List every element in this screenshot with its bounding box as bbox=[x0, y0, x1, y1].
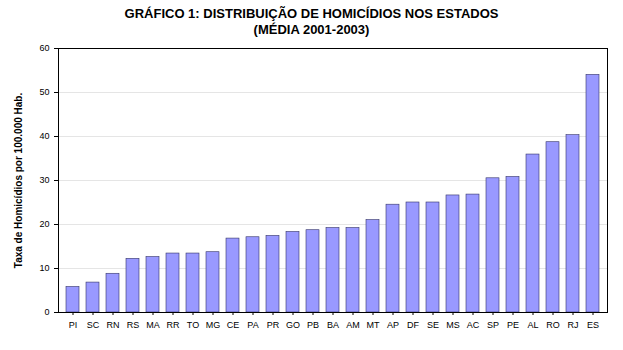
svg-text:RR: RR bbox=[167, 320, 180, 330]
svg-text:MG: MG bbox=[206, 320, 221, 330]
svg-text:RJ: RJ bbox=[568, 320, 579, 330]
svg-text:30: 30 bbox=[39, 175, 49, 185]
svg-text:CE: CE bbox=[227, 320, 240, 330]
svg-text:RN: RN bbox=[107, 320, 120, 330]
svg-text:SP: SP bbox=[487, 320, 499, 330]
svg-text:MT: MT bbox=[367, 320, 380, 330]
html-text:GRÁFICO 1: DISTRIBUIÇÃO DE HOM: GRÁFICO 1: DISTRIBUIÇÃO DE HOMICÍDIOS NO… bbox=[124, 6, 499, 21]
svg-text:ES: ES bbox=[587, 320, 599, 330]
svg-text:PA: PA bbox=[247, 320, 258, 330]
html-text:(MÉDIA 2001-2003): (MÉDIA 2001-2003) bbox=[253, 22, 370, 37]
svg-text:20: 20 bbox=[39, 219, 49, 229]
svg-text:AM: AM bbox=[346, 320, 360, 330]
svg-text:GO: GO bbox=[286, 320, 300, 330]
svg-text:TO: TO bbox=[187, 320, 199, 330]
svg-text:PR: PR bbox=[267, 320, 280, 330]
svg-text:PE: PE bbox=[507, 320, 519, 330]
svg-text:RS: RS bbox=[127, 320, 140, 330]
svg-text:BA: BA bbox=[327, 320, 339, 330]
svg-text:AP: AP bbox=[387, 320, 399, 330]
svg-text:SE: SE bbox=[427, 320, 439, 330]
svg-text:40: 40 bbox=[39, 131, 49, 141]
svg-text:DF: DF bbox=[407, 320, 419, 330]
svg-text:0: 0 bbox=[44, 307, 49, 317]
svg-text:MS: MS bbox=[446, 320, 460, 330]
svg-text:PB: PB bbox=[307, 320, 319, 330]
svg-text:AL: AL bbox=[527, 320, 538, 330]
svg-text:AC: AC bbox=[467, 320, 480, 330]
svg-text:10: 10 bbox=[39, 263, 49, 273]
svg-text:PI: PI bbox=[69, 320, 78, 330]
svg-text:SC: SC bbox=[87, 320, 100, 330]
svg-text:Taxa de Homicídios por 100.000: Taxa de Homicídios por 100.000 Hab. bbox=[13, 93, 24, 269]
svg-text:MA: MA bbox=[146, 320, 160, 330]
svg-text:RO: RO bbox=[546, 320, 560, 330]
svg-text:50: 50 bbox=[39, 87, 49, 97]
svg-text:60: 60 bbox=[39, 43, 49, 53]
